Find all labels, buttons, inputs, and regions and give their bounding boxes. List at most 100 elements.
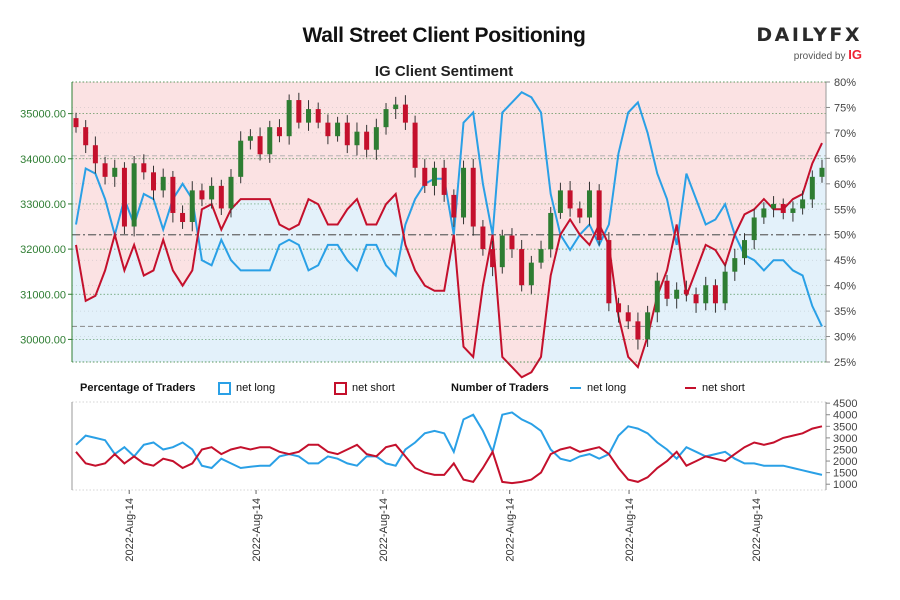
candle-body [645, 312, 651, 340]
count-tick-label: 1000 [833, 479, 857, 491]
count-tick-label: 1500 [833, 468, 857, 480]
candle-body [189, 190, 195, 222]
legend-pct-header: Percentage of Traders [80, 382, 196, 394]
candle-body [480, 226, 486, 250]
price-tick-label: 33000.00 [20, 199, 66, 211]
candle-body [538, 249, 544, 263]
candle-body [131, 163, 137, 227]
candle-body [412, 122, 418, 168]
candle-body [92, 145, 98, 164]
chart-title: Wall Street Client Positioning [302, 24, 586, 47]
candle-body [257, 136, 263, 155]
candle-body [422, 167, 428, 186]
sentiment-tick-label: 65% [834, 153, 856, 165]
legend-swatch-long [218, 381, 231, 395]
candle-body [315, 109, 321, 123]
candle-body [402, 104, 408, 123]
candle-body [151, 172, 157, 191]
dailyfx-logo: DAILYFX provided by IG [756, 24, 862, 62]
count-tick-label: 3500 [833, 421, 857, 433]
price-tick-label: 31000.00 [20, 289, 66, 301]
candle-body [712, 285, 718, 304]
candle-body [674, 289, 680, 299]
logo-word-fx: FX [829, 24, 862, 46]
candle-body [683, 289, 689, 295]
net-short-count-line [75, 425, 823, 485]
sentiment-tick-label: 30% [834, 332, 856, 344]
candle-body [276, 127, 282, 137]
sentiment-tick-label: 50% [834, 230, 856, 242]
candle-body [470, 167, 476, 227]
legend-line-short [685, 387, 696, 389]
candle-body [625, 312, 631, 322]
candle-body [441, 167, 447, 195]
candle-body [393, 104, 399, 110]
price-tick-label: 35000.00 [20, 109, 66, 121]
chart-subtitle: IG Client Sentiment [374, 63, 514, 80]
candle-body [780, 203, 786, 213]
sentiment-tick-label: 80% [834, 77, 856, 89]
candle-body [121, 167, 127, 227]
candle-body [325, 122, 331, 137]
legend-num-long: net long [570, 380, 626, 396]
candle-body [364, 131, 370, 150]
candle-body [732, 258, 738, 272]
candle-body [238, 140, 244, 177]
date-tick-label: 2022-Aug-14 [251, 498, 263, 562]
candle-body [800, 199, 806, 209]
candle-body [73, 118, 79, 128]
net-short-pct-line [75, 142, 823, 379]
sentiment-tick-label: 60% [834, 179, 856, 191]
candle-body [286, 100, 292, 137]
candle-body [771, 203, 777, 209]
candle-body [83, 127, 89, 146]
candle-body [499, 235, 505, 268]
candle-body [490, 249, 496, 268]
candle-body [344, 122, 350, 146]
candle-body [722, 271, 728, 304]
candle-body [451, 194, 457, 218]
upper-panel: 30000.00 31000.00 32000.00 33000.00 34000.00… [20, 77, 856, 379]
candle-body [306, 109, 312, 123]
legend-swatch-short [334, 381, 347, 395]
candle-body [577, 208, 583, 218]
sentiment-tick-label: 70% [834, 128, 856, 140]
ig-logo: IG [848, 47, 862, 62]
candle-body [654, 280, 660, 313]
count-tick-label: 3000 [833, 433, 857, 445]
candle-body [218, 185, 224, 209]
count-tick-label: 2500 [833, 444, 857, 456]
date-tick-label: 2022-Aug-14 [505, 498, 517, 562]
net-long-count-line [75, 411, 823, 476]
candle-body [751, 217, 757, 241]
candle-body [567, 190, 573, 209]
candle-body [431, 167, 437, 186]
candle-body [519, 249, 525, 286]
price-tick-label: 34000.00 [20, 154, 66, 166]
price-tick-label: 32000.00 [20, 244, 66, 256]
candle-body [509, 235, 515, 250]
price-tick-label: 30000.00 [20, 334, 66, 346]
candle-body [112, 167, 118, 177]
candle-body [383, 109, 389, 128]
count-tick-label: 4000 [833, 410, 857, 422]
legend-pct-short: net short [334, 380, 395, 396]
candle-body [461, 167, 467, 218]
date-tick-label: 2022-Aug-14 [124, 498, 136, 562]
date-tick-label: 2022-Aug-14 [378, 498, 390, 562]
candle-body [170, 176, 176, 213]
candle-body [596, 190, 602, 241]
candle-body [741, 240, 747, 259]
candle-body [693, 294, 699, 304]
candle-body [373, 127, 379, 150]
candle-body [296, 100, 302, 123]
candle-body [247, 136, 253, 141]
candle-body [228, 176, 234, 209]
candle-body [209, 185, 215, 200]
candle-body [664, 280, 670, 299]
candle-body [635, 321, 641, 340]
date-tick-label: 2022-Aug-14 [751, 498, 763, 562]
logo-provided-by: provided by [793, 51, 846, 62]
candle-body [180, 212, 186, 222]
